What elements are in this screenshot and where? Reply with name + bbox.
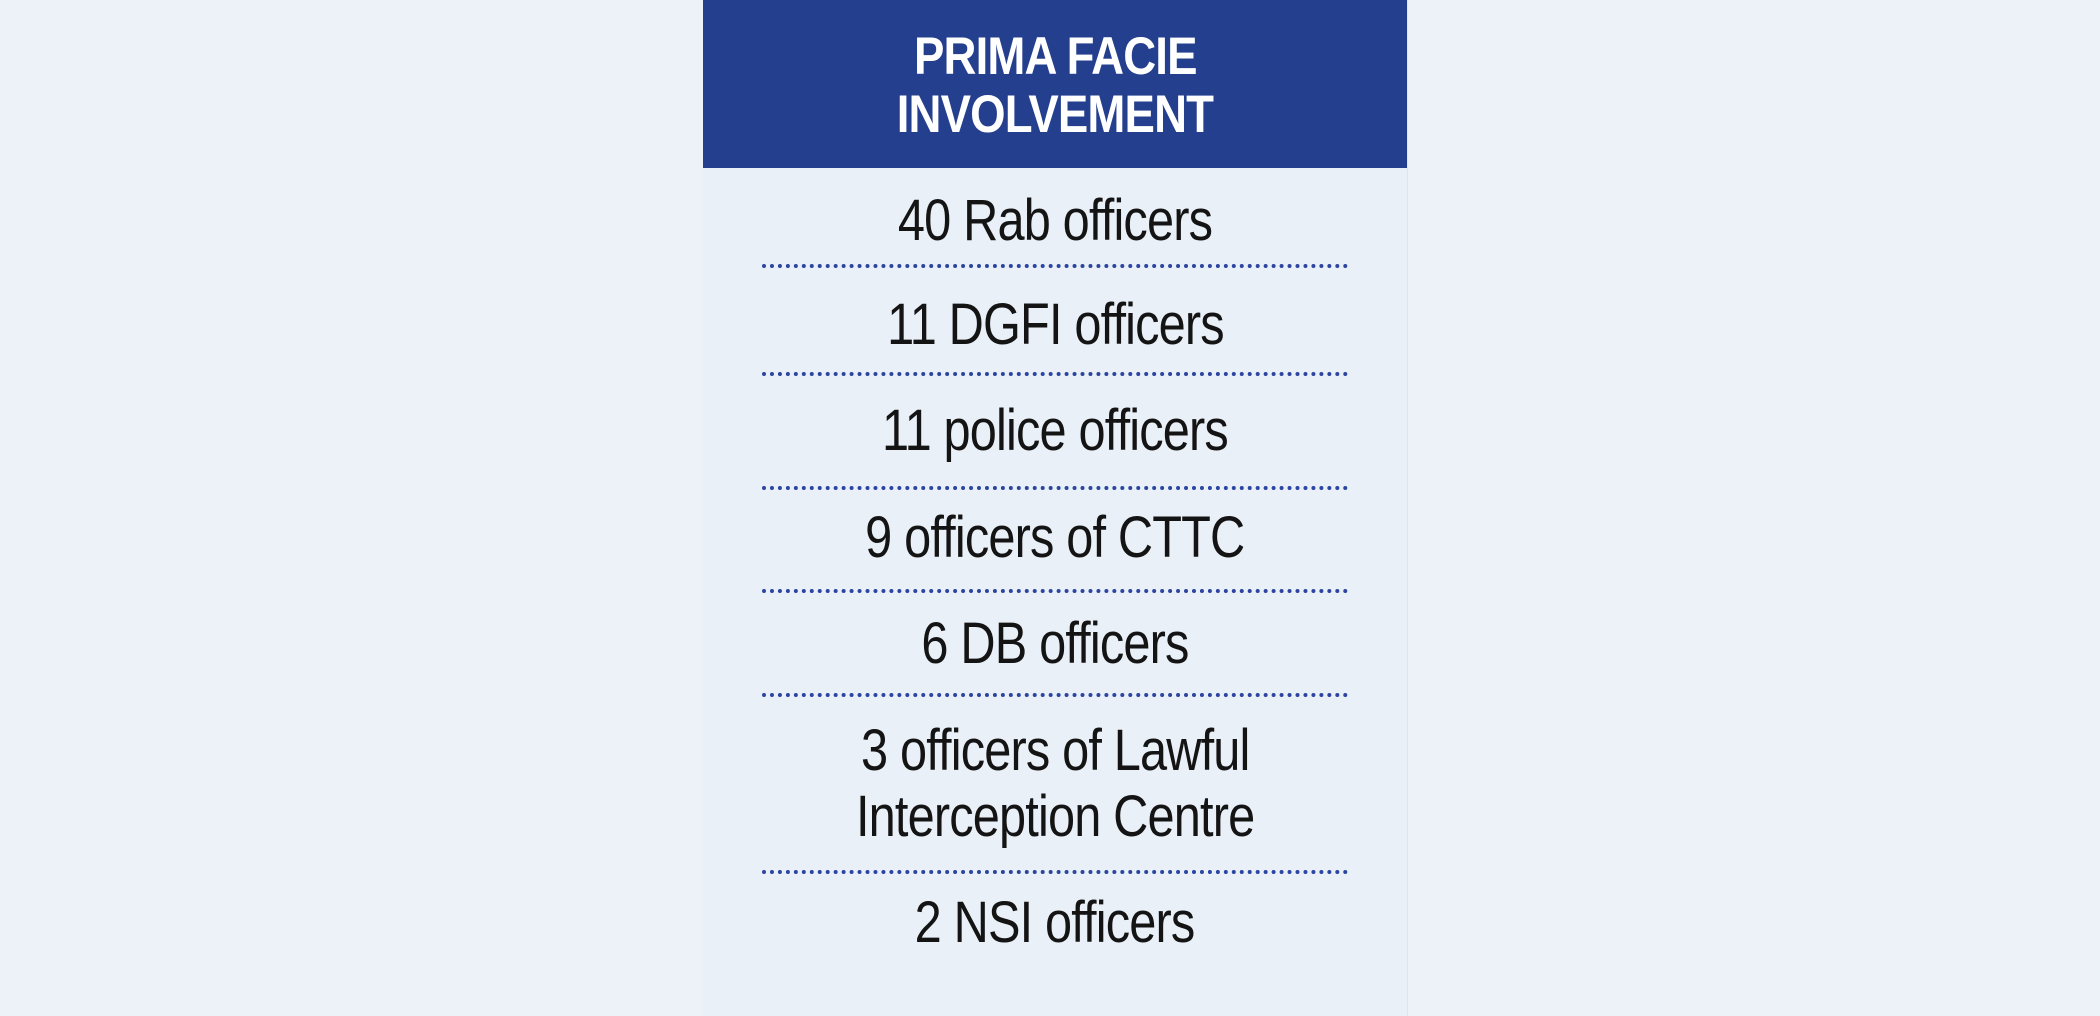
list-item-text-line-2: Interception Centre — [855, 784, 1255, 849]
list-item-text: 11 police officers — [882, 398, 1229, 463]
list-item-police: 11 police officers — [763, 394, 1347, 468]
list-item-text: 6 DB officers — [921, 611, 1189, 676]
dotted-divider — [762, 486, 1348, 490]
list-item-dgfi: 11 DGFI officers — [763, 288, 1347, 362]
list-item-text: 11 DGFI officers — [886, 292, 1225, 357]
list-item-rab: 40 Rab officers — [763, 184, 1347, 258]
dotted-divider — [762, 264, 1348, 268]
list-item-text-line-1: 3 officers of Lawful — [860, 718, 1250, 783]
list-item-text: 9 officers of CTTC — [865, 505, 1245, 570]
list-item-cttc: 9 officers of CTTC — [763, 501, 1347, 575]
list-item-lawful-interception: 3 officers of Lawful Interception Centre — [763, 713, 1347, 855]
dotted-divider — [762, 693, 1348, 697]
list-item-nsi: 2 NSI officers — [763, 886, 1347, 960]
dotted-divider — [762, 589, 1348, 593]
panel-header: PRIMA FACIE INVOLVEMENT — [703, 0, 1407, 168]
list-item-text: 40 Rab officers — [897, 188, 1213, 253]
header-title-line-1: PRIMA FACIE — [913, 27, 1197, 86]
dotted-divider — [762, 870, 1348, 874]
list-item-db: 6 DB officers — [763, 607, 1347, 681]
header-title-line-2: INVOLVEMENT — [896, 85, 1214, 144]
list-item-text: 2 NSI officers — [915, 890, 1196, 955]
dotted-divider — [762, 372, 1348, 376]
involvement-panel: PRIMA FACIE INVOLVEMENT 40 Rab officers … — [703, 0, 1408, 1016]
